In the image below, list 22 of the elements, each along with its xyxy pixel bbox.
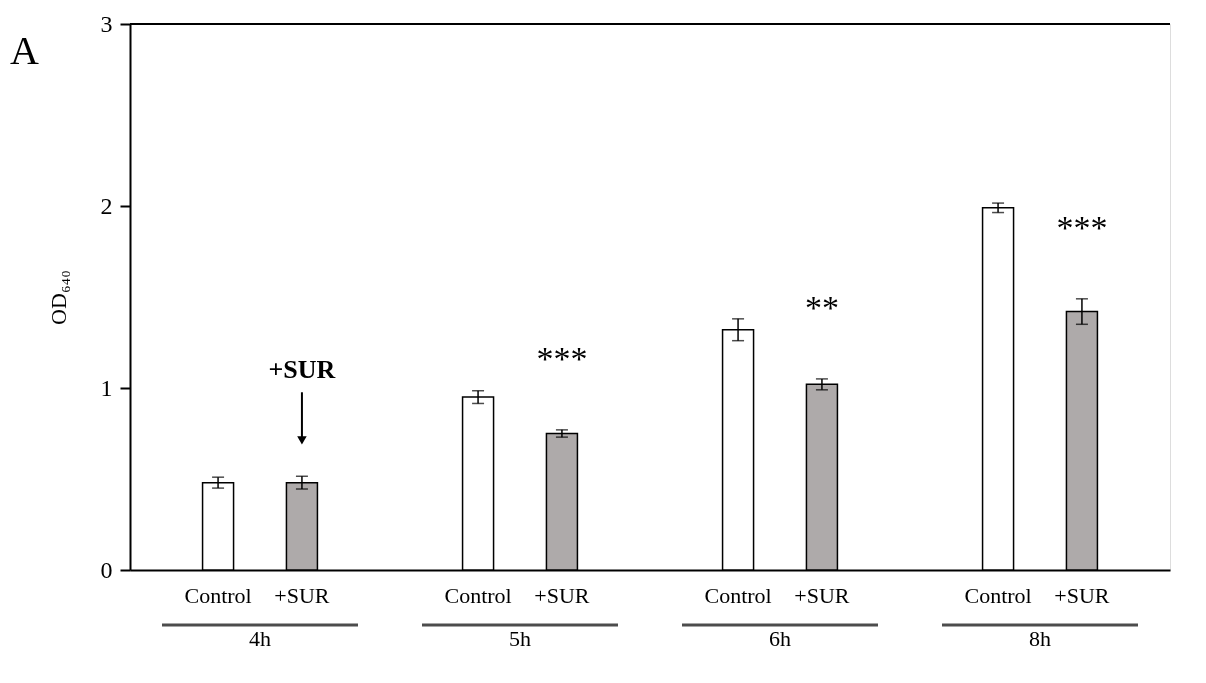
x-tick-label: 8h (1029, 625, 1051, 651)
y-tick-label: 3 (100, 10, 113, 37)
text: +SUR (1054, 583, 1110, 608)
text: Control (964, 583, 1032, 608)
y-tick-label: 0 (100, 556, 113, 583)
y-tick-label: 1 (100, 374, 113, 401)
text: Control (444, 583, 512, 608)
series-label: Control (704, 583, 772, 608)
text: A (10, 28, 39, 73)
x-tick-label: 5h (509, 625, 531, 651)
annotation: *** (536, 339, 588, 377)
y-axis-title: OD₆₄₀ (45, 270, 71, 325)
x-tick-label: 6h (769, 625, 791, 651)
annotation: *** (1056, 208, 1108, 246)
text: +SUR (274, 583, 330, 608)
annotation: ** (804, 288, 839, 326)
series-label: +SUR (534, 583, 590, 608)
x-tick-label: 4h (249, 625, 271, 651)
y-tick-label: 2 (100, 192, 113, 219)
text: +SUR (794, 583, 850, 608)
annotation: +SUR (268, 355, 336, 385)
text: Control (184, 583, 252, 608)
